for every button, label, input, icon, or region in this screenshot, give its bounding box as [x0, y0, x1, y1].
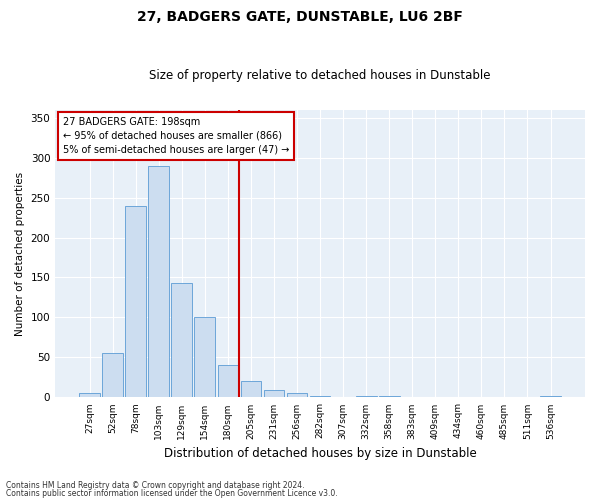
Bar: [287, 394, 307, 398]
Text: Contains HM Land Registry data © Crown copyright and database right 2024.: Contains HM Land Registry data © Crown c…: [6, 481, 305, 490]
Bar: [540, 396, 561, 398]
Bar: [356, 396, 377, 398]
Bar: [79, 394, 100, 398]
Bar: [263, 390, 284, 398]
Bar: [102, 354, 123, 398]
Bar: [310, 396, 331, 398]
Bar: [379, 396, 400, 398]
Bar: [172, 283, 192, 398]
Bar: [125, 206, 146, 398]
Bar: [148, 166, 169, 398]
X-axis label: Distribution of detached houses by size in Dunstable: Distribution of detached houses by size …: [164, 447, 476, 460]
Bar: [241, 382, 262, 398]
Title: Size of property relative to detached houses in Dunstable: Size of property relative to detached ho…: [149, 69, 491, 82]
Text: Contains public sector information licensed under the Open Government Licence v3: Contains public sector information licen…: [6, 488, 338, 498]
Text: 27, BADGERS GATE, DUNSTABLE, LU6 2BF: 27, BADGERS GATE, DUNSTABLE, LU6 2BF: [137, 10, 463, 24]
Bar: [194, 318, 215, 398]
Text: 27 BADGERS GATE: 198sqm
← 95% of detached houses are smaller (866)
5% of semi-de: 27 BADGERS GATE: 198sqm ← 95% of detache…: [63, 117, 289, 155]
Y-axis label: Number of detached properties: Number of detached properties: [15, 172, 25, 336]
Bar: [218, 366, 238, 398]
